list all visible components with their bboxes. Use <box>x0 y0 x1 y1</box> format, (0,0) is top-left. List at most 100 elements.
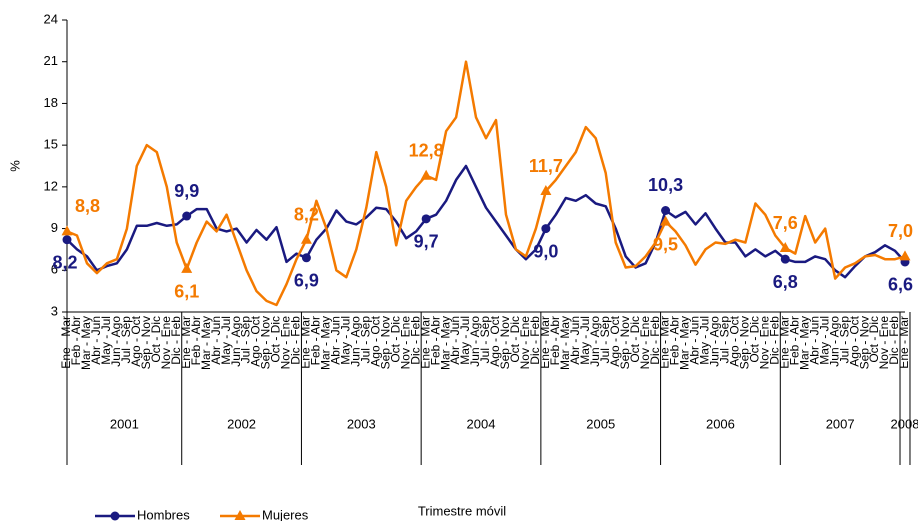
y-tick-label: 21 <box>44 53 58 68</box>
x-tick-label: Jun - Ago <box>348 316 362 367</box>
x-tick-label: Feb - Abr <box>548 316 562 365</box>
x-tick-label: Jul - Sep <box>837 316 851 364</box>
x-tick-label: Abr - Jun <box>807 316 821 365</box>
x-tick-label: May - Jul <box>219 316 233 365</box>
data-label: 9,9 <box>174 181 199 201</box>
x-tick-label: Feb - Abr <box>428 316 442 365</box>
x-tick-label: Jul - Sep <box>239 316 253 364</box>
y-tick-label: 6 <box>51 262 58 277</box>
legend-marker <box>234 510 246 520</box>
year-label: 2008 <box>891 416 918 431</box>
x-tick-label: Ene - Mar <box>897 316 911 369</box>
series-line <box>66 164 906 279</box>
x-tick-label: Nov - Ene <box>758 316 772 370</box>
x-tick-label: Sep - Nov <box>139 316 153 369</box>
x-tick-label: Ene - Mar <box>538 316 552 369</box>
x-tick-label: Dic - Feb <box>528 316 542 365</box>
x-tick-label: Dic - Feb <box>408 316 422 365</box>
x-tick-label: Ago - Oct <box>728 315 742 366</box>
data-label: 9,7 <box>414 232 439 252</box>
data-label: 6,8 <box>773 272 798 292</box>
x-tick-label: Mar - May <box>797 316 811 370</box>
x-tick-label: Ago - Oct <box>488 315 502 366</box>
x-tick-label: Feb - Abr <box>787 316 801 365</box>
marker <box>421 214 431 224</box>
x-tick-label: Nov - Ene <box>638 316 652 370</box>
x-tick-label: Mar - May <box>319 316 333 370</box>
x-tick-label: Jul - Sep <box>598 316 612 364</box>
x-tick-label: Mar - May <box>678 316 692 370</box>
x-tick-label: Jun - Ago <box>827 316 841 367</box>
y-tick-label: 24 <box>44 11 58 26</box>
marker <box>540 185 552 196</box>
x-tick-label: Nov - Ene <box>279 316 293 370</box>
data-label: 8,8 <box>75 196 100 216</box>
x-tick-label: May - Jul <box>578 316 592 365</box>
x-tick-label: Dic - Feb <box>887 316 901 365</box>
year-label: 2004 <box>467 416 496 431</box>
x-tick-label: Mar - May <box>79 316 93 370</box>
x-tick-label: Nov - Ene <box>518 316 532 370</box>
x-tick-label: Ago - Oct <box>608 315 622 366</box>
x-tick-label: Ene - Mar <box>658 316 672 369</box>
marker <box>780 254 790 264</box>
x-tick-label: May - Jul <box>817 316 831 365</box>
marker <box>182 211 192 221</box>
marker <box>62 235 72 245</box>
x-tick-label: Oct - Dic <box>867 316 881 363</box>
x-tick-label: Sep - Nov <box>738 316 752 369</box>
x-tick-label: May - Jul <box>99 316 113 365</box>
x-tick-label: Oct - Dic <box>748 316 762 363</box>
data-label: 11,7 <box>529 156 563 176</box>
x-tick-label: Ene - Mar <box>418 316 432 369</box>
x-tick-label: Sep - Nov <box>259 316 273 369</box>
x-tick-label: Ago - Oct <box>847 315 861 366</box>
data-label: 10,3 <box>648 175 683 195</box>
x-tick-label: Sep - Nov <box>498 316 512 369</box>
x-tick-label: Feb - Abr <box>69 316 83 365</box>
data-label: 7,6 <box>773 213 798 233</box>
year-label: 2005 <box>586 416 615 431</box>
x-tick-label: Oct - Dic <box>508 316 522 363</box>
data-label: 7,0 <box>888 221 913 241</box>
year-label: 2006 <box>706 416 735 431</box>
x-tick-label: Jul - Sep <box>119 316 133 364</box>
x-tick-label: Nov - Ene <box>398 316 412 370</box>
x-tick-label: Dic - Feb <box>648 316 662 365</box>
y-tick-label: 15 <box>44 137 58 152</box>
x-tick-label: Abr - Jun <box>568 316 582 365</box>
x-tick-label: Dic - Feb <box>289 316 303 365</box>
marker <box>541 224 551 234</box>
y-tick-label: 3 <box>51 303 58 318</box>
x-tick-label: Ene - Mar <box>777 316 791 369</box>
data-label: 9,0 <box>533 241 558 261</box>
x-tick-label: Feb - Abr <box>309 316 323 365</box>
x-tick-label: Abr - Jun <box>688 316 702 365</box>
data-label: 6,9 <box>294 271 319 291</box>
data-label: 6,1 <box>174 282 199 302</box>
x-tick-label: Ago - Oct <box>129 315 143 366</box>
x-tick-label: Mar - May <box>558 316 572 370</box>
x-tick-label: Jul - Sep <box>718 316 732 364</box>
x-tick-label: Jun - Ago <box>468 316 482 367</box>
marker <box>661 205 671 215</box>
x-tick-label: Oct - Dic <box>149 316 163 363</box>
x-tick-label: Jul - Sep <box>358 316 372 364</box>
data-label: 8,2 <box>52 252 77 272</box>
x-tick-label: Nov - Ene <box>159 316 173 370</box>
marker <box>899 250 911 261</box>
x-tick-label: Feb - Abr <box>668 316 682 365</box>
x-tick-label: Sep - Nov <box>378 316 392 369</box>
legend-label: Mujeres <box>262 507 309 521</box>
year-label: 2003 <box>347 416 376 431</box>
marker <box>779 242 791 253</box>
x-tick-label: Oct - Dic <box>269 316 283 363</box>
x-tick-label: Jun - Ago <box>109 316 123 367</box>
x-tick-label: Mar - May <box>199 316 213 370</box>
x-tick-label: Abr - Jun <box>89 316 103 365</box>
x-tick-label: Oct - Dic <box>628 316 642 363</box>
x-tick-label: Jun - Ago <box>229 316 243 367</box>
data-label: 12,8 <box>409 140 444 160</box>
x-tick-label: May - Jul <box>698 316 712 365</box>
x-tick-label: Sep - Nov <box>857 316 871 369</box>
